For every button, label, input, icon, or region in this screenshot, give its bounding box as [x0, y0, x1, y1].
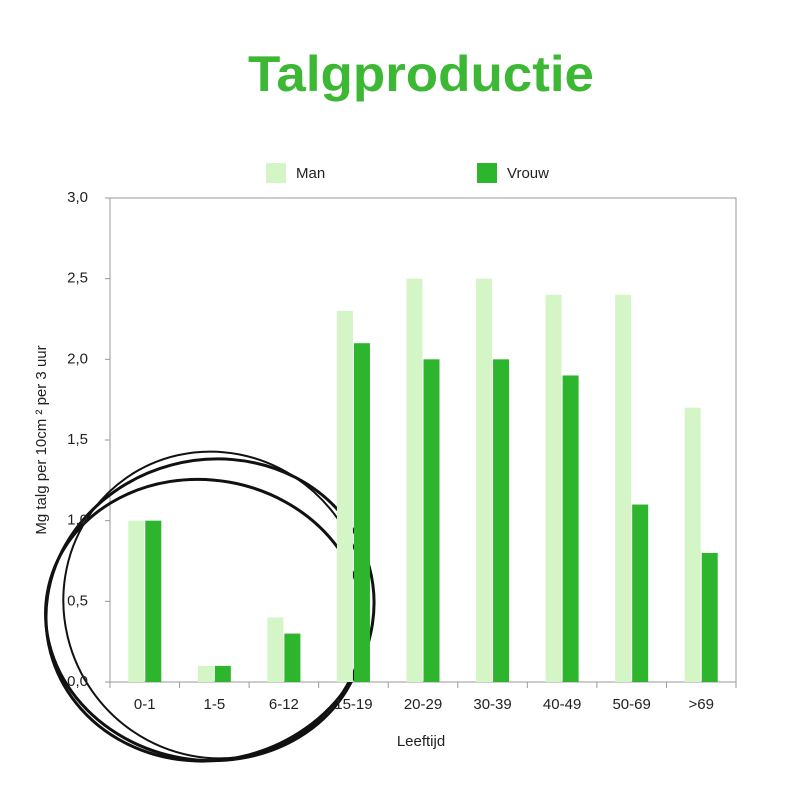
legend-swatch: [266, 163, 286, 183]
x-tick-label: 20-29: [404, 696, 442, 713]
y-axis-label: Mg talg per 10cm ² per 3 uur: [33, 345, 50, 534]
bar: [423, 359, 440, 682]
bar: [353, 343, 370, 682]
x-tick-label: 40-49: [543, 696, 581, 713]
x-axis-label: Leeftijd: [397, 733, 445, 750]
bar: [476, 278, 493, 682]
bar: [214, 665, 231, 682]
bar: [267, 617, 284, 682]
x-tick-label: 0-1: [134, 696, 156, 713]
y-tick-label: 2,0: [67, 350, 88, 367]
bar: [632, 504, 649, 682]
x-tick-label: 50-69: [612, 696, 650, 713]
x-tick-label: 15-19: [334, 696, 372, 713]
chart-title: Talgproductie: [248, 46, 594, 102]
x-tick-label: 30-39: [473, 696, 511, 713]
bar: [406, 278, 423, 682]
y-tick-label: 2,5: [67, 270, 88, 287]
bar: [701, 552, 718, 682]
bar: [336, 310, 353, 682]
bar: [145, 520, 162, 682]
bar: [562, 375, 579, 682]
x-tick-label: 1-5: [203, 696, 225, 713]
legend-label: Vrouw: [507, 165, 549, 182]
y-tick-label: 1,0: [67, 512, 88, 529]
bar: [197, 665, 214, 682]
y-tick-label: 1,5: [67, 431, 88, 448]
y-tick-label: 3,0: [67, 189, 88, 206]
legend-swatch: [477, 163, 497, 183]
bar: [615, 294, 632, 682]
bar: [128, 520, 145, 682]
bar: [545, 294, 562, 682]
legend-label: Man: [296, 165, 325, 182]
x-tick-label: 6-12: [269, 696, 299, 713]
bar: [493, 359, 510, 682]
y-tick-label: 0,5: [67, 592, 88, 609]
bar: [684, 407, 701, 682]
x-tick-label: >69: [688, 696, 713, 713]
y-tick-label: 0,0: [67, 673, 88, 690]
bar: [284, 633, 301, 682]
